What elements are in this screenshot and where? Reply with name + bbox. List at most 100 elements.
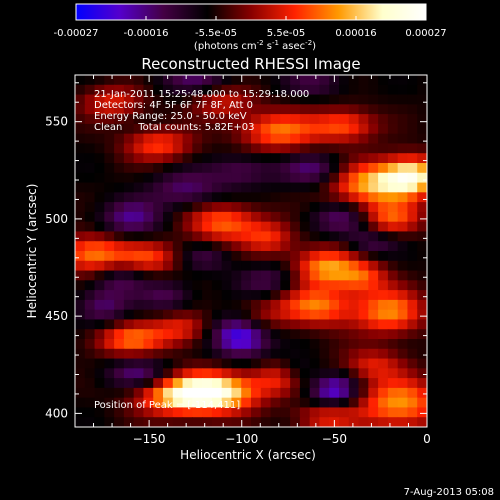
heatmap-cell — [84, 358, 96, 369]
heatmap-cell — [153, 163, 164, 174]
heatmap-cell — [358, 387, 369, 399]
heatmap-cell — [104, 241, 115, 252]
heatmap-cell — [153, 104, 164, 115]
heatmap-cell — [309, 133, 321, 145]
heatmap-cell — [231, 104, 242, 115]
heatmap-cell — [163, 290, 174, 301]
heatmap-cell — [339, 329, 350, 340]
heatmap-cell — [94, 270, 105, 281]
heatmap-cell — [172, 172, 184, 184]
heatmap-cell — [133, 378, 145, 389]
heatmap-cell — [133, 299, 145, 311]
heatmap-cell — [387, 397, 399, 409]
heatmap-cell — [104, 348, 115, 360]
heatmap-cell — [280, 163, 291, 174]
heatmap-cell — [202, 163, 213, 174]
heatmap-cell — [387, 192, 399, 203]
heatmap-cell — [260, 397, 272, 409]
heatmap-cell — [104, 397, 115, 409]
heatmap-cell — [309, 231, 321, 242]
heatmap-cell — [299, 182, 311, 193]
heatmap-cell — [387, 319, 399, 330]
x-tick-label: −50 — [322, 432, 347, 446]
heatmap-cell — [348, 329, 360, 340]
heatmap-cell — [290, 387, 301, 399]
heatmap-cell — [378, 133, 389, 145]
heatmap-cell — [270, 270, 281, 281]
heatmap-cell — [75, 221, 86, 233]
heatmap-cell — [94, 143, 105, 154]
heatmap-cell — [358, 75, 369, 86]
heatmap-cell — [211, 387, 223, 399]
heatmap-cell — [221, 182, 233, 193]
heatmap-cell — [348, 407, 360, 418]
heatmap-cell — [358, 280, 369, 291]
heatmap-cell — [299, 202, 311, 213]
heatmap-cell — [123, 309, 135, 321]
heatmap-cell — [221, 172, 233, 184]
heatmap-cell — [417, 329, 427, 340]
heatmap-cell — [163, 251, 174, 262]
heatmap-cell — [211, 84, 223, 96]
heatmap-cell — [260, 114, 272, 125]
heatmap-cell — [221, 280, 233, 291]
heatmap-cell — [192, 339, 203, 350]
heatmap-cell — [319, 417, 330, 427]
y-axis-label: Heliocentric Y (arcsec) — [25, 184, 39, 319]
heatmap-cell — [299, 84, 311, 96]
heatmap-cell — [339, 348, 350, 360]
heatmap-cell — [348, 260, 360, 272]
heatmap-cell — [407, 123, 418, 135]
heatmap-cell — [251, 407, 262, 418]
heatmap-cell — [172, 348, 184, 360]
heatmap-cell — [94, 94, 105, 105]
heatmap-cell — [123, 133, 135, 145]
heatmap-cell — [329, 368, 340, 379]
heatmap-cell — [123, 417, 135, 427]
heatmap-cell — [339, 387, 350, 399]
heatmap-cell — [270, 319, 281, 330]
heatmap-cell — [270, 329, 281, 340]
heatmap-cell — [290, 94, 301, 105]
heatmap-cell — [260, 299, 272, 311]
heatmap-cell — [309, 309, 321, 321]
heatmap-cell — [231, 358, 242, 369]
heatmap-cell — [84, 192, 96, 203]
heatmap-cell — [231, 319, 242, 330]
heatmap-cell — [153, 221, 164, 233]
heatmap-cell — [339, 153, 350, 164]
heatmap-cell — [84, 221, 96, 233]
heatmap-cell — [221, 133, 233, 145]
heatmap-cell — [231, 221, 242, 233]
heatmap-cell — [368, 221, 379, 233]
heatmap-cell — [211, 329, 223, 340]
heatmap-cell — [241, 358, 252, 369]
heatmap-cell — [202, 241, 213, 252]
heatmap-cell — [75, 299, 86, 311]
colorbar-tick-label: 0.00016 — [335, 28, 376, 39]
heatmap-cell — [358, 309, 369, 321]
heatmap-cell — [251, 270, 262, 281]
heatmap-cell — [221, 368, 233, 379]
heatmap-cell — [133, 309, 145, 321]
heatmap-cell — [163, 260, 174, 272]
heatmap-cell — [417, 290, 427, 301]
heatmap-cell — [202, 114, 213, 125]
heatmap-cell — [84, 368, 96, 379]
heatmap-cell — [211, 211, 223, 223]
heatmap-cell — [378, 75, 389, 86]
heatmap-cell — [309, 348, 321, 360]
heatmap-cell — [417, 192, 427, 203]
heatmap-cell — [319, 163, 330, 174]
colorbar-tick-label: -0.00016 — [124, 28, 169, 39]
heatmap-cell — [378, 378, 389, 389]
heatmap-cell — [84, 319, 96, 330]
heatmap-cell — [348, 397, 360, 409]
heatmap-cell — [270, 299, 281, 311]
heatmap-cell — [153, 133, 164, 145]
heatmap-cell — [143, 133, 154, 145]
heatmap-cell — [163, 172, 174, 184]
heatmap-cell — [114, 387, 125, 399]
heatmap-cell — [309, 143, 321, 154]
